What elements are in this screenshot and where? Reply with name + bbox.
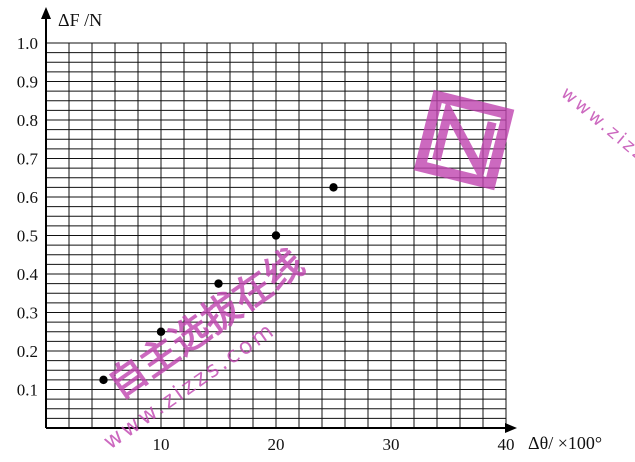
y-tick-label: 1.0	[17, 34, 38, 53]
y-tick-label: 0.3	[17, 304, 38, 323]
data-point	[156, 327, 166, 336]
y-tick-label: 0.4	[17, 265, 39, 284]
y-tick-label: 0.6	[17, 188, 38, 207]
x-tick-labels: 10 20 30 40	[153, 435, 515, 454]
y-tick-label: 0.1	[17, 381, 38, 400]
data-point	[329, 183, 338, 192]
data-points	[99, 183, 338, 385]
axes	[41, 7, 517, 433]
y-axis-label: ΔF /N	[58, 10, 102, 30]
x-tick-label: 30	[383, 435, 400, 454]
watermark-site-text-2: www.zizzs.com	[557, 83, 635, 211]
x-axis-arrow	[505, 423, 517, 433]
y-tick-label: 0.7	[17, 150, 39, 169]
x-tick-label: 10	[153, 435, 170, 454]
x-axis-label: Δθ/ ×100°	[528, 433, 602, 453]
y-tick-labels: 0.1 0.2 0.3 0.4 0.5 0.6 0.7 0.8 0.9 1.0	[17, 34, 39, 400]
y-tick-label: 0.2	[17, 342, 38, 361]
x-tick-label: 40	[498, 435, 515, 454]
data-point	[99, 375, 108, 385]
y-tick-label: 0.8	[17, 111, 38, 130]
y-tick-label: 0.9	[17, 73, 38, 92]
y-tick-label: 0.5	[17, 227, 38, 246]
y-axis-arrow	[41, 7, 51, 19]
watermark-logo	[413, 89, 515, 191]
data-point	[214, 279, 223, 288]
data-point	[271, 231, 281, 240]
x-tick-label: 20	[268, 435, 285, 454]
